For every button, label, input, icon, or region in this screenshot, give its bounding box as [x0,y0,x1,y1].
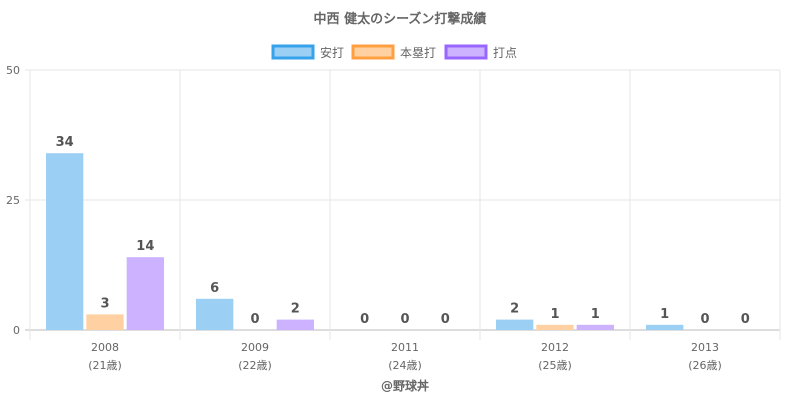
legend-label: 安打 [320,45,344,60]
bar-2012-本塁打 [536,324,574,330]
chart-footer: @野球丼 [381,378,429,393]
legend-swatch [351,44,395,60]
x-tick-sublabel: (21歳) [88,359,122,372]
data-label: 0 [700,312,709,327]
y-tick-label: 50 [6,64,20,77]
x-tick-sublabel: (25歳) [538,359,572,372]
bar-2012-安打 [496,319,534,330]
data-label: 1 [591,307,600,322]
data-label: 2 [291,302,300,317]
x-tick-sublabel: (24歳) [388,359,422,372]
legend: 安打 本塁打 打点 [271,44,517,60]
bars [46,153,684,330]
y-axis: 50 25 0 [6,64,20,337]
x-tick-label: 2013 [691,341,719,354]
x-tick-label: 2009 [241,341,269,354]
bar-2009-打点 [276,319,314,330]
data-label: 3 [100,296,109,311]
bar-2008-安打 [46,153,84,330]
x-tick-sublabel: (26歳) [688,359,722,372]
data-label: 0 [250,312,259,327]
x-tick-sublabel: (22歳) [238,359,272,372]
chart-title: 中西 健太のシーズン打撃成績 [314,11,487,27]
data-label: 0 [360,312,369,327]
data-label: 0 [400,312,409,327]
data-label: 34 [56,135,74,150]
legend-item-打点[interactable]: 打点 [444,44,517,60]
legend-swatch [271,44,315,60]
data-label: 2 [510,302,519,317]
legend-item-安打[interactable]: 安打 [271,44,344,60]
y-tick-label: 0 [13,324,20,337]
x-tick-label: 2011 [391,341,419,354]
legend-label: 打点 [493,46,517,60]
data-label: 0 [741,312,750,327]
data-label: 0 [441,312,450,327]
data-labels: 34 3 14 6 0 2 0 0 0 2 1 1 1 0 0 [56,135,750,327]
data-label: 14 [136,239,154,254]
data-label: 1 [550,307,559,322]
bar-2008-本塁打 [86,314,124,330]
bar-2008-打点 [126,257,164,330]
data-label: 1 [660,307,669,322]
bar-2013-安打 [646,324,684,330]
legend-item-本塁打[interactable]: 本塁打 [351,44,436,60]
x-tick-label: 2008 [91,341,119,354]
y-tick-label: 25 [6,194,20,207]
data-label: 6 [210,281,219,296]
x-axis: 2008 (21歳) 2009 (22歳) 2011 (24歳) 2012 (25歳) 2013… [88,341,722,372]
bar-2012-打点 [576,324,614,330]
x-tick-label: 2012 [541,341,569,354]
legend-label: 本塁打 [400,46,436,60]
bar-2009-安打 [196,298,234,330]
legend-swatch [444,44,488,60]
